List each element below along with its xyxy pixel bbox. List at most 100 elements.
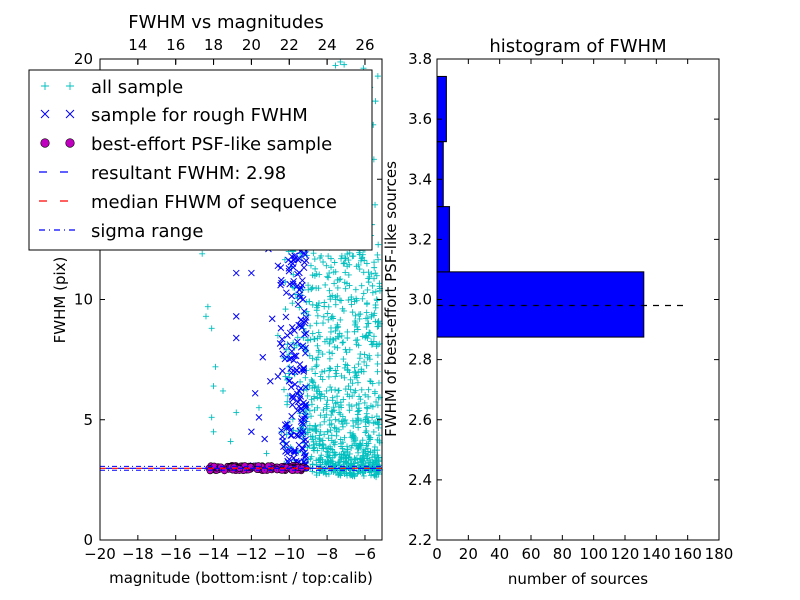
scatter-x-tick-label: −10	[273, 545, 305, 563]
all-sample-point	[308, 376, 315, 383]
all-sample-point	[345, 257, 352, 264]
all-sample-point	[333, 432, 340, 439]
all-sample-point	[371, 453, 378, 460]
histogram-y-tick-label: 3.6	[408, 110, 432, 128]
all-sample-point	[364, 335, 371, 342]
all-sample-point	[325, 303, 332, 310]
all-sample-point	[360, 446, 367, 453]
all-sample-point	[355, 361, 362, 368]
rough-sample-point	[294, 300, 302, 308]
all-sample-point	[309, 284, 316, 291]
rough-sample-point	[255, 413, 263, 421]
all-sample-point	[208, 414, 215, 421]
all-sample-point	[366, 273, 373, 280]
all-sample-point	[335, 417, 342, 424]
all-sample-point	[354, 326, 361, 333]
histogram-x-tick-label: 0	[432, 545, 442, 563]
all-sample-point	[350, 253, 357, 260]
all-sample-point	[359, 452, 366, 459]
rough-sample-point	[294, 398, 302, 406]
rough-sample-point	[302, 383, 310, 391]
all-sample-point	[365, 393, 372, 400]
all-sample-point	[369, 282, 376, 289]
all-sample-point	[332, 425, 339, 432]
all-sample-point	[311, 444, 318, 451]
all-sample-point	[372, 288, 379, 295]
all-sample-point	[311, 393, 318, 400]
all-sample-point	[353, 455, 360, 462]
all-sample-point	[354, 336, 361, 343]
all-sample-point	[316, 432, 323, 439]
rough-sample-point	[268, 315, 276, 323]
rough-sample-point	[278, 335, 286, 343]
all-sample-point	[325, 471, 332, 478]
all-sample-point	[263, 450, 270, 457]
all-sample-point	[204, 303, 211, 310]
all-sample-point	[313, 285, 320, 292]
all-sample-point	[317, 395, 324, 402]
all-sample-point	[360, 269, 367, 276]
all-sample-point	[326, 417, 333, 424]
rough-sample-point	[302, 402, 309, 409]
all-sample-point	[210, 428, 217, 435]
all-sample-point	[324, 397, 331, 404]
all-sample-point	[372, 270, 379, 277]
all-sample-point	[281, 386, 288, 393]
all-sample-point	[308, 285, 315, 292]
all-sample-point	[363, 440, 370, 447]
all-sample-point	[372, 98, 379, 105]
all-sample-point	[351, 321, 358, 328]
all-sample-point	[337, 58, 344, 65]
rough-sample-point	[294, 256, 302, 264]
legend-label-all-sample: all sample	[91, 77, 183, 98]
all-sample-point	[363, 362, 370, 369]
all-sample-point	[274, 332, 281, 339]
all-sample-point	[319, 456, 326, 463]
all-sample-point	[364, 354, 371, 361]
all-sample-point	[325, 316, 332, 323]
all-sample-point	[313, 362, 320, 369]
all-sample-point	[309, 301, 316, 308]
all-sample-point	[309, 330, 316, 337]
all-sample-point	[339, 445, 346, 452]
histogram-x-tick-label: 100	[579, 545, 608, 563]
legend-label-sigma-range: sigma range	[91, 221, 203, 242]
all-sample-point	[349, 309, 356, 316]
rough-sample-point	[282, 289, 290, 297]
rough-sample-point	[300, 365, 308, 373]
all-sample-point	[308, 413, 315, 420]
all-sample-point	[321, 431, 328, 438]
all-sample-point	[347, 429, 354, 436]
histogram-y-tick-label: 3.0	[408, 291, 432, 309]
all-sample-point	[334, 399, 341, 406]
all-sample-point	[346, 249, 353, 256]
all-sample-point	[361, 399, 368, 406]
all-sample-point	[314, 312, 321, 319]
rough-sample-point	[293, 390, 301, 398]
rough-sample-point	[283, 440, 290, 448]
all-sample-point	[292, 291, 299, 298]
rough-sample-point	[291, 255, 299, 262]
histogram-y-tick-label: 3.4	[408, 170, 432, 188]
all-sample-point	[362, 419, 369, 426]
legend-label-rough-sample: sample for rough FWHM	[91, 105, 308, 126]
all-sample-point	[321, 418, 328, 425]
all-sample-point	[340, 307, 347, 314]
all-sample-point	[323, 405, 330, 412]
all-sample-point	[353, 341, 360, 348]
all-sample-point	[351, 364, 358, 371]
all-sample-point	[324, 428, 331, 435]
all-sample-point	[313, 270, 320, 277]
all-sample-point	[323, 411, 330, 418]
all-sample-point	[307, 262, 314, 269]
all-sample-point	[311, 335, 318, 342]
all-sample-point	[356, 315, 363, 322]
rough-sample-point	[288, 432, 296, 439]
all-sample-point	[331, 280, 338, 287]
all-sample-point	[320, 258, 327, 265]
rough-sample-point	[295, 321, 303, 329]
all-sample-point	[358, 366, 365, 373]
all-sample-point	[360, 472, 367, 479]
legend-marker-rough-sample	[40, 109, 50, 119]
all-sample-point	[320, 320, 327, 327]
